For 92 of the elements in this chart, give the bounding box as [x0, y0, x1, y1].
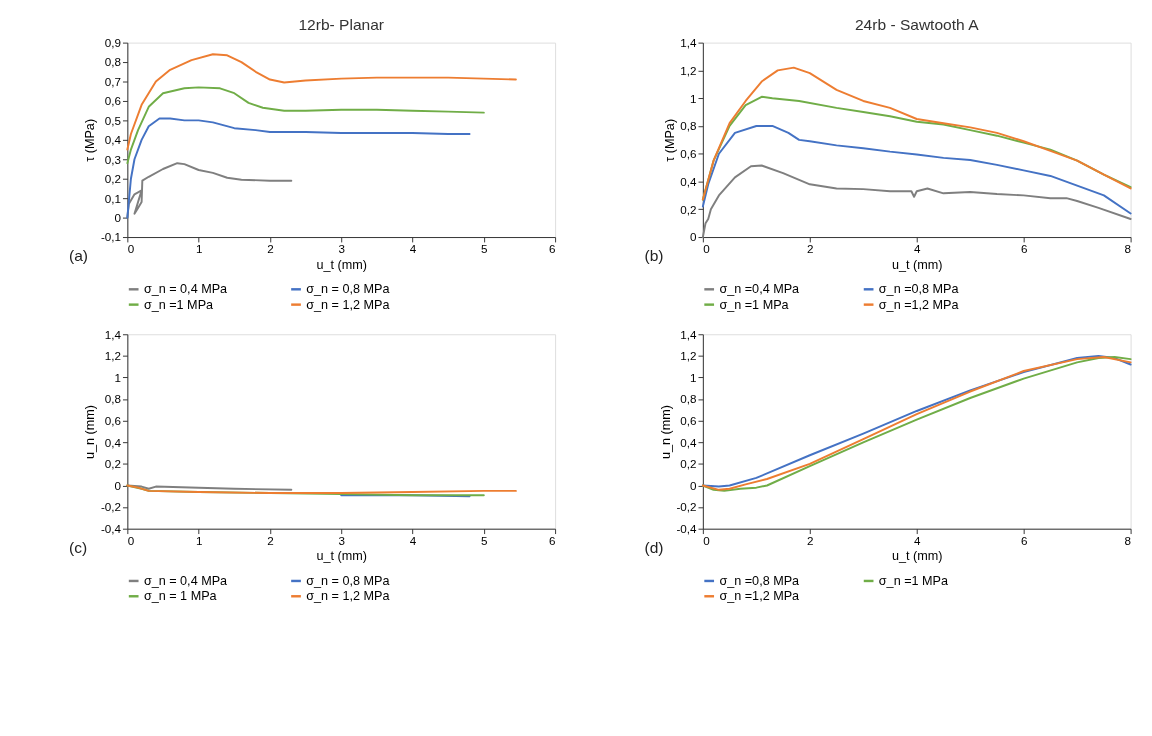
x-axis-title: u_t (mm) — [891, 257, 943, 272]
x-tick-label: 4 — [913, 242, 921, 256]
legend-label: σ_n = 1,2 MPa — [306, 589, 391, 604]
x-tick-label: 1 — [195, 242, 203, 256]
y-tick-label: 0,6 — [104, 414, 122, 428]
x-tick-label: 0 — [703, 242, 711, 256]
x-tick-label: 4 — [913, 533, 921, 547]
y-tick-label: -0,4 — [100, 522, 122, 536]
y-tick-label: 0,1 — [104, 191, 122, 205]
x-axis-title: u_t (mm) — [316, 257, 367, 272]
y-tick-label: 0 — [690, 230, 698, 244]
y-tick-label: 0,8 — [680, 119, 697, 133]
x-tick-label: 3 — [338, 533, 345, 547]
legend-label: σ_n = 0,4 MPa — [143, 573, 229, 588]
y-tick-label: 0,4 — [680, 435, 698, 449]
y-axis-title: τ (MPa) — [83, 118, 98, 162]
x-tick-label: 0 — [127, 533, 135, 547]
y-tick-label: -0,2 — [100, 500, 122, 514]
y-tick-label: 0,8 — [680, 392, 697, 406]
y-tick-label: 0 — [114, 478, 122, 492]
legend-label: σ_n =1 MPa — [719, 297, 790, 312]
y-tick-label: 0,6 — [104, 94, 122, 108]
text: (c) — [69, 539, 88, 557]
y-tick-label: 1 — [114, 370, 122, 384]
y-tick-label: 0,4 — [680, 174, 698, 188]
x-tick-label: 4 — [409, 533, 417, 547]
x-tick-label: 4 — [409, 242, 417, 256]
chart-title: 12rb- Planar — [298, 15, 385, 33]
y-tick-label: 0,2 — [680, 457, 697, 471]
x-tick-label: 0 — [703, 533, 711, 547]
x-tick-label: 6 — [1020, 242, 1028, 256]
x-tick-label: 6 — [549, 533, 556, 547]
y-tick-label: 0,6 — [680, 147, 697, 161]
legend-label: σ_n = 0,4 MPa — [143, 282, 229, 297]
y-tick-label: 0,4 — [104, 133, 122, 147]
y-tick-label: 1,2 — [680, 349, 697, 363]
text: (a) — [69, 247, 89, 265]
legend-label: σ_n =0,8 MPa — [719, 573, 801, 588]
x-tick-label: 5 — [481, 533, 488, 547]
legend-label: σ_n =0,4 MPa — [719, 282, 801, 297]
y-tick-label: -0,4 — [676, 522, 698, 536]
y-tick-label: 0,2 — [104, 172, 122, 186]
legend-label: σ_n =1 MPa — [143, 297, 215, 312]
legend-label: σ_n =1 MPa — [878, 573, 950, 588]
legend-label: σ_n = 1 MPa — [143, 589, 218, 604]
x-tick-label: 2 — [807, 242, 814, 256]
y-axis-title: u_n (mm) — [83, 404, 98, 459]
y-tick-label: 0,9 — [104, 36, 122, 50]
x-axis-title: u_t (mm) — [891, 549, 943, 564]
y-tick-label: 1,4 — [104, 327, 122, 341]
y-tick-label: 0,6 — [680, 414, 697, 428]
y-tick-label: 0 — [114, 210, 122, 224]
x-tick-label: 0 — [127, 242, 135, 256]
y-tick-label: 0,3 — [104, 152, 122, 166]
y-axis-title: τ (MPa) — [662, 118, 677, 162]
y-tick-label: 0,8 — [104, 55, 122, 69]
x-tick-label: 2 — [807, 533, 814, 547]
y-tick-label: 0,5 — [104, 113, 122, 127]
x-tick-label: 2 — [267, 242, 274, 256]
x-tick-label: 1 — [195, 533, 203, 547]
legend-label: σ_n = 1,2 MPa — [306, 297, 391, 312]
x-tick-label: 6 — [1020, 533, 1028, 547]
chart-title: 24rb - Sawtooth A — [854, 15, 980, 33]
legend-label: σ_n = 0,8 MPa — [306, 282, 391, 297]
y-tick-label: 1,2 — [680, 63, 697, 77]
y-tick-label: 0,4 — [104, 435, 122, 449]
y-tick-label: -0,1 — [100, 230, 122, 244]
legend-label: σ_n =0,8 MPa — [878, 282, 960, 297]
y-tick-label: 1,4 — [680, 36, 698, 50]
y-tick-label: 0,2 — [680, 202, 697, 216]
y-tick-label: 1,4 — [680, 327, 698, 341]
x-tick-label: 8 — [1124, 533, 1132, 547]
y-tick-label: 0 — [690, 478, 698, 492]
legend-label: σ_n = 0,8 MPa — [306, 573, 391, 588]
x-tick-label: 3 — [338, 242, 345, 256]
y-tick-label: 1 — [690, 370, 697, 384]
x-tick-label: 2 — [267, 533, 274, 547]
legend-label: σ_n =1,2 MPa — [878, 297, 960, 312]
y-axis-title: u_n (mm) — [658, 404, 673, 459]
text: (b) — [644, 247, 664, 265]
x-tick-label: 6 — [549, 242, 556, 256]
y-tick-label: -0,2 — [676, 500, 697, 514]
x-tick-label: 8 — [1124, 242, 1132, 256]
y-tick-label: 1,2 — [104, 349, 122, 363]
y-tick-label: 1 — [690, 91, 697, 105]
x-axis-title: u_t (mm) — [316, 549, 367, 564]
legend-label: σ_n =1,2 MPa — [719, 589, 801, 604]
y-tick-label: 0,8 — [104, 392, 122, 406]
y-tick-label: 0,7 — [104, 74, 122, 88]
x-tick-label: 5 — [481, 242, 488, 256]
y-tick-label: 0,2 — [104, 457, 122, 471]
text: (d) — [644, 539, 664, 557]
